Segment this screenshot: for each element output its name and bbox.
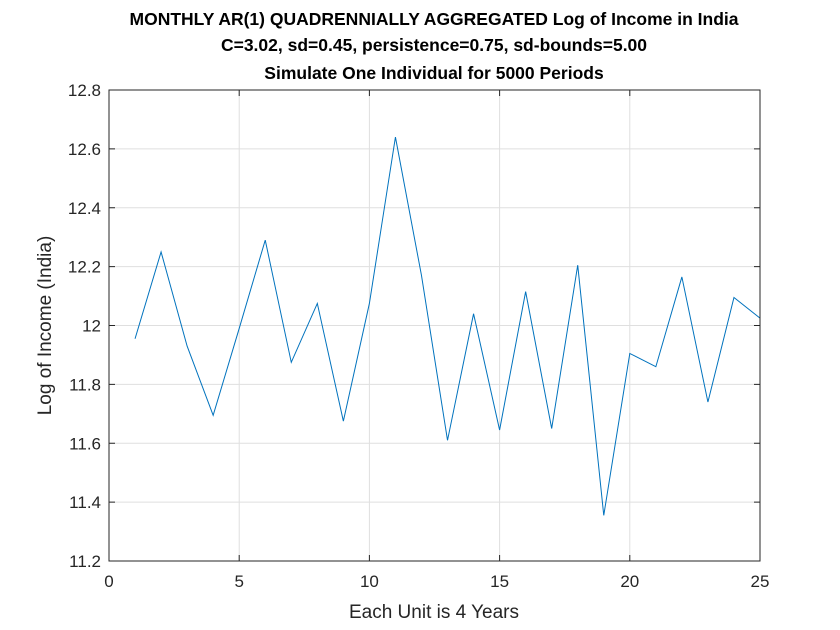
y-tick-label: 11.8 <box>69 375 101 394</box>
y-axis-label: Log of Income (India) <box>35 236 56 416</box>
y-axis-tick-labels: 11.2 11.4 11.6 11.8 12 12.2 12.4 12.6 12.8 <box>68 81 101 571</box>
y-tick-label: 12.6 <box>68 140 101 159</box>
x-axis-tick-labels: 0 5 10 15 20 25 <box>104 572 769 591</box>
y-tick-label: 12 <box>82 317 101 336</box>
y-tick-label: 11.2 <box>69 552 101 571</box>
chart-title-line-3: Simulate One Individual for 5000 Periods <box>264 63 604 83</box>
y-tick-label: 12.2 <box>68 258 101 277</box>
y-tick-label: 11.6 <box>69 434 101 453</box>
y-tick-label: 12.8 <box>68 81 101 100</box>
chart-title-line-2: C=3.02, sd=0.45, persistence=0.75, sd-bo… <box>221 35 647 55</box>
chart-title: MONTHLY AR(1) QUADRENNIALLY AGGREGATED L… <box>130 9 739 83</box>
series-line <box>134 137 761 516</box>
x-tick-label: 15 <box>490 572 509 591</box>
axis-ticks <box>108 89 761 562</box>
x-tick-label: 25 <box>751 572 770 591</box>
x-tick-label: 20 <box>620 572 639 591</box>
y-tick-label: 12.4 <box>68 199 101 218</box>
chart-title-line-1: MONTHLY AR(1) QUADRENNIALLY AGGREGATED L… <box>130 9 739 29</box>
x-tick-label: 0 <box>104 572 113 591</box>
x-tick-label: 10 <box>360 572 379 591</box>
x-tick-label: 5 <box>234 572 243 591</box>
x-axis-label: Each Unit is 4 Years <box>349 602 519 623</box>
series-layer <box>134 137 761 516</box>
y-tick-label: 11.4 <box>69 493 101 512</box>
